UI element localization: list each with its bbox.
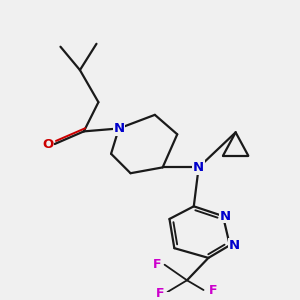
Text: N: N — [219, 210, 230, 223]
Text: N: N — [113, 122, 124, 135]
Text: F: F — [155, 287, 164, 300]
Text: F: F — [209, 284, 218, 296]
Text: O: O — [42, 137, 53, 151]
Text: F: F — [153, 258, 161, 271]
Text: N: N — [193, 161, 204, 174]
Text: N: N — [229, 239, 240, 252]
